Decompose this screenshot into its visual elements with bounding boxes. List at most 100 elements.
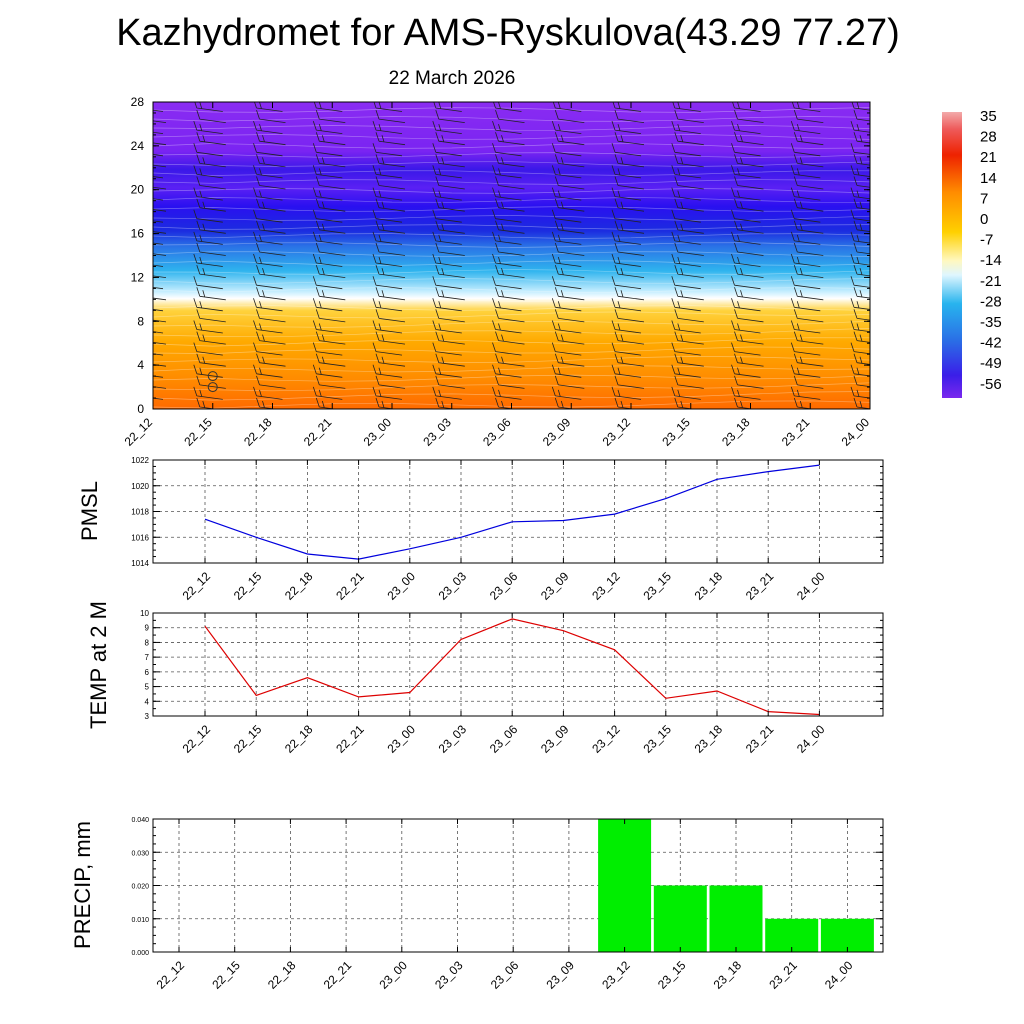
wind-barb — [153, 264, 164, 267]
wind-barb — [790, 364, 821, 378]
wind-barb — [790, 143, 821, 157]
wind-barb — [850, 253, 870, 266]
colorbar-labels: 35 28 21 14 7 0 -7 -14 -21 -28 -35 -42 -49 -56 — [980, 108, 1002, 393]
precip-bar — [653, 885, 707, 952]
y-tick-label: 1018 — [131, 508, 149, 517]
colorbar-label: -28 — [980, 293, 1002, 310]
wind-barb — [551, 231, 582, 245]
wind-barb — [193, 165, 223, 179]
y-tick-label: 0 — [137, 402, 144, 416]
wind-barb — [375, 220, 406, 234]
wind-barb — [492, 298, 522, 312]
wind-barb — [734, 287, 764, 301]
wind-barb — [253, 231, 283, 245]
wind-barb — [375, 176, 406, 190]
x-tick-label: 23_06 — [487, 569, 521, 603]
y-tick-label: 1020 — [131, 482, 149, 491]
wind-barb — [432, 120, 462, 134]
wind-barb — [731, 276, 761, 290]
wind-barb — [375, 353, 406, 367]
y-tick-label: 0.000 — [131, 950, 149, 957]
x-tick-label: 24_00 — [839, 415, 873, 449]
x-tick-label: 23_00 — [376, 958, 410, 992]
wind-barb — [373, 102, 403, 112]
wind-barb — [611, 364, 642, 378]
wind-barb — [674, 353, 704, 367]
wind-barb — [611, 165, 642, 179]
wind-barb — [492, 143, 522, 157]
wind-barb — [312, 298, 343, 312]
x-tick-label: 23_09 — [544, 958, 578, 992]
wind-barb — [153, 375, 164, 378]
isotherm — [153, 188, 870, 194]
wind-barb — [372, 143, 403, 157]
wind-barb — [674, 287, 704, 301]
y-tick-label: 4 — [137, 358, 144, 372]
wind-barb — [495, 331, 525, 345]
wind-barb — [850, 187, 870, 200]
wind-barb — [153, 353, 164, 356]
wind-barb — [611, 320, 642, 334]
wind-barb — [315, 375, 346, 389]
x-tick-label: 22_12 — [154, 958, 188, 992]
wind-barb — [153, 364, 167, 367]
wind-barb — [554, 375, 585, 389]
wind-barb — [193, 320, 223, 334]
y-tick-label: 7 — [145, 653, 150, 662]
colorbar-label: 0 — [980, 211, 988, 228]
wind-barb — [196, 353, 226, 367]
x-tick-label: 23_21 — [766, 958, 800, 992]
wind-barb — [315, 220, 346, 234]
wind-barb — [153, 386, 167, 389]
wind-barb — [793, 331, 824, 345]
wind-barb — [196, 109, 226, 123]
x-tick-label: 23_03 — [436, 722, 470, 756]
colorbar-label: -49 — [980, 355, 1002, 372]
x-tick-label: 22_12 — [122, 415, 156, 449]
wind-barb — [153, 109, 164, 112]
wind-barb — [315, 242, 346, 256]
isotherm — [153, 134, 870, 140]
y-tick-label: 1016 — [131, 533, 149, 542]
station-marker — [207, 382, 218, 393]
wind-barb — [492, 276, 522, 290]
colorbar-label: 14 — [980, 170, 997, 187]
wind-barb — [492, 187, 522, 201]
isotherm — [153, 116, 870, 122]
wind-barb — [432, 276, 462, 290]
wind-barb — [435, 132, 465, 146]
wind-barb — [256, 154, 286, 168]
wind-barb — [850, 143, 870, 155]
wind-barb — [671, 342, 701, 356]
wind-barb — [554, 154, 585, 168]
wind-barb — [853, 397, 870, 409]
wind-barb — [495, 353, 525, 367]
wind-barb — [312, 165, 343, 179]
wind-barb — [731, 187, 761, 201]
station-marker — [207, 371, 218, 382]
colorbar-label: 35 — [980, 108, 997, 125]
wind-barb — [375, 198, 406, 212]
wind-barb — [611, 187, 642, 201]
wind-barb — [253, 298, 283, 312]
wind-barb — [611, 209, 642, 223]
wind-barb — [674, 309, 704, 323]
wind-barb — [315, 154, 346, 168]
wind-barb — [551, 120, 582, 134]
wind-barb — [734, 176, 764, 190]
y-tick-label: 1022 — [131, 456, 149, 465]
wind-barb — [554, 264, 585, 278]
y-tick-label: 0.020 — [131, 884, 149, 891]
isotherm — [153, 161, 870, 167]
wind-barb — [674, 331, 704, 345]
wind-barb — [256, 242, 286, 256]
wind-barb — [851, 102, 870, 111]
wind-barb — [495, 109, 525, 123]
wind-barb — [554, 109, 585, 123]
wind-barb — [372, 276, 403, 290]
isotherm — [153, 278, 870, 284]
wind-barb — [614, 154, 645, 168]
colorbar-label: 28 — [980, 129, 997, 146]
wind-barb — [312, 187, 343, 201]
wind-barb — [674, 198, 704, 212]
